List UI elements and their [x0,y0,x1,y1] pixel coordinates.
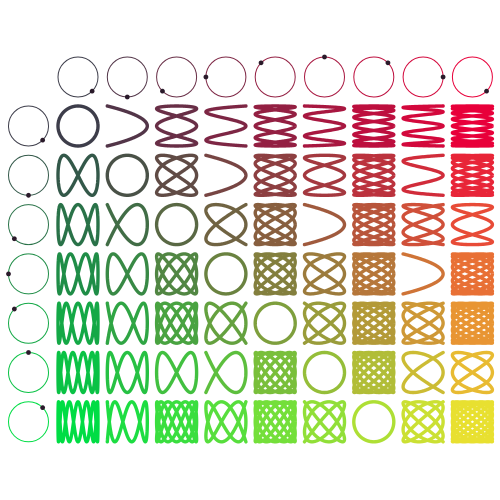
guide-dot [11,236,17,242]
lissajous-curve [302,104,347,148]
column-guide-circle [451,56,493,98]
lissajous-curve [401,202,445,247]
lissajous-curve [154,153,199,197]
lissajous-curve [204,202,248,247]
lissajous-curve [302,301,347,345]
row-guide-circle [8,401,49,443]
lissajous-curve [352,350,396,395]
lissajous-curve [56,202,100,247]
guide-dot [322,54,327,60]
lissajous-curve [105,301,149,345]
lissajous-curve [401,301,445,345]
lissajous-curve [154,400,199,444]
lissajous-curve [253,202,297,247]
lissajous-curve [253,104,297,148]
lissajous-curve [302,252,347,296]
column-guide-circle [304,56,345,98]
column-guide-circle [402,56,444,98]
guide-dot [484,88,489,94]
lissajous-curve [105,400,149,444]
guide-dot [124,94,130,100]
lissajous-curve [105,104,149,148]
lissajous-curve [302,202,347,247]
lissajous-curve [105,252,149,296]
lissajous-curve [352,301,396,345]
lissajous-curve [253,301,297,345]
lissajous-curve [450,301,495,345]
guide-dot [203,74,209,80]
row-guide-circle [8,105,49,147]
lissajous-curve [401,153,445,197]
lissajous-curves [56,104,495,444]
lissajous-curve [302,350,347,395]
column-guide-circles [57,54,493,100]
lissajous-curve [56,104,100,148]
lissajous-curve [105,350,149,395]
lissajous-curve [253,153,297,197]
lissajous-curve [154,301,199,345]
lissajous-curve [105,202,149,247]
lissajous-curve [56,350,100,395]
lissajous-curve [401,252,445,296]
lissajous-curve [204,252,248,296]
guide-dot [258,60,264,66]
column-guide-circle [205,56,247,98]
column-guide-circle [106,56,148,98]
lissajous-curve [352,202,396,247]
lissajous-curve [204,104,248,148]
guide-dot [11,306,17,312]
lissajous-curve [253,252,297,296]
row-guide-circles [6,105,49,443]
guide-dot [40,137,46,143]
guide-dot [440,74,446,80]
lissajous-curve [204,153,248,197]
lissajous-curve [204,400,248,444]
row-guide-circle [8,154,49,196]
row-guide-circle [8,302,49,344]
lissajous-curve [401,400,445,444]
row-guide-circle [8,352,49,393]
row-guide-circle [8,253,49,295]
lissajous-curve [450,350,495,395]
column-guide-circle [353,56,395,98]
lissajous-curve [253,400,297,444]
lissajous-curve [204,350,248,395]
guide-dot [40,405,46,411]
lissajous-curve [352,252,396,296]
guide-dot [89,88,95,94]
lissajous-curve [253,350,297,395]
lissajous-curve [105,153,149,197]
guide-dot [26,350,31,355]
guide-dot [6,271,11,277]
lissajous-curve [154,252,199,296]
lissajous-curve [154,104,199,148]
lissajous-curve [154,202,199,247]
lissajous-curve [352,104,396,148]
column-guide-circle [156,56,198,98]
column-guide-circle [57,56,99,98]
lissajous-curve [302,153,347,197]
lissajous-curve [352,153,396,197]
column-guide-circle [254,56,296,98]
lissajous-curve [401,104,445,148]
lissajous-curve [401,350,445,395]
guide-dot [385,60,391,66]
lissajous-curve [450,104,495,148]
lissajous-curve [154,350,199,395]
lissajous-curve [56,153,100,197]
lissajous-curve [450,252,495,296]
lissajous-curve [450,153,495,197]
guide-dot [26,192,31,198]
lissajous-curve [204,301,248,345]
lissajous-curve [352,400,396,444]
lissajous-curve [56,301,100,345]
guide-dot [160,88,165,94]
row-guide-circle [8,204,49,246]
lissajous-curve [56,400,100,444]
lissajous-curve [450,400,495,444]
lissajous-curve [450,202,495,247]
lissajous-curve [302,400,347,444]
lissajous-curve [56,252,100,296]
